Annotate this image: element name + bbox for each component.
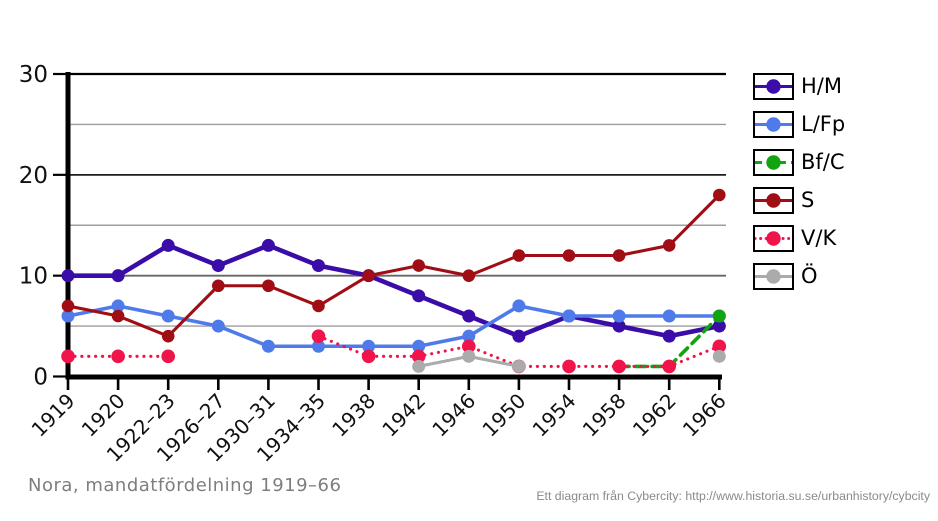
x-axis-label: 1962 [628,389,681,442]
legend-item-s: S [753,186,845,214]
data-point-s [713,188,726,202]
legend-label-hm: H/M [801,73,842,98]
data-point-hm [512,329,526,343]
data-point-o [412,359,426,373]
data-point-s [312,299,325,313]
y-axis-label: 0 [33,365,48,391]
legend-swatch-vk [753,224,794,252]
data-point-vk [562,359,576,374]
data-point-s [462,269,476,282]
credit-text: Ett diagram från Cybercity: http://www.h… [536,489,930,503]
x-axis-label: 1938 [327,389,380,442]
data-point-vk [612,359,626,374]
x-axis-label: 1954 [528,389,581,442]
legend-label-bfc: Bf/C [801,149,845,174]
data-point-vk [662,359,676,374]
data-point-vk [111,349,125,364]
x-axis-label: 1950 [477,389,530,442]
data-point-o [712,349,726,363]
data-point-hm [211,259,225,273]
data-point-hm [111,269,125,283]
legend-item-vk: V/K [753,224,845,252]
data-point-vk [411,349,426,364]
data-point-hm [61,269,75,283]
x-axis-label: 1946 [427,389,480,442]
data-point-s [212,279,225,293]
legend: H/M L/Fp Bf/C S V/K Ö [753,72,845,300]
data-point-s [61,299,75,313]
data-point-lfp [362,339,376,353]
data-point-lfp [111,299,125,313]
data-point-s [111,309,125,323]
x-axis-label: 1958 [578,389,631,442]
y-axis-label: 10 [19,264,48,290]
legend-item-lfp: L/Fp [753,110,845,138]
data-point-lfp [462,329,476,343]
legend-item-hm: H/M [753,72,845,100]
data-point-hm [662,329,676,343]
data-point-vk [462,339,476,354]
data-point-s [412,259,426,272]
data-point-lfp [61,309,75,323]
data-point-lfp [562,309,576,323]
data-point-s [362,269,375,282]
data-point-bfc [712,309,726,323]
data-point-hm [412,289,426,303]
legend-label-lfp: L/Fp [801,111,846,136]
chart-title: Nora, mandatfördelning 1919–66 [28,475,342,496]
data-point-s [161,329,175,343]
data-point-hm [612,319,626,333]
data-point-lfp [312,339,325,353]
legend-label-s: S [801,187,815,212]
legend-label-vk: V/K [801,225,837,250]
series-line-hm [65,243,722,339]
data-point-vk [61,349,75,364]
data-point-vk [311,329,326,343]
legend-swatch-hm [753,72,794,100]
legend-item-o: Ö [753,262,845,290]
data-point-lfp [211,319,225,333]
legend-swatch-o [753,262,794,290]
data-point-vk [361,349,376,364]
data-point-hm [712,319,726,333]
data-point-lfp [161,309,175,323]
data-point-hm [312,259,325,273]
x-axis-label: 1942 [377,389,430,442]
data-point-s [262,279,275,293]
y-axis-label: 30 [19,62,48,88]
data-point-s [662,239,676,252]
data-point-s [512,249,526,262]
data-point-hm [261,238,275,252]
data-point-lfp [261,339,275,353]
data-point-o [512,359,526,373]
y-axis-label: 20 [19,163,48,189]
data-point-lfp [662,309,676,323]
x-axis-label: 1919 [27,389,80,442]
legend-swatch-s [753,186,794,214]
data-point-o [462,349,476,363]
data-point-s [612,249,626,262]
series-line-lfp [66,304,722,349]
data-point-hm [161,238,175,252]
data-point-lfp [412,339,426,353]
legend-label-o: Ö [801,263,818,288]
data-point-hm [462,309,476,323]
legend-item-bfc: Bf/C [753,148,845,176]
data-point-lfp [512,299,526,313]
series-line-s [66,193,721,338]
data-point-lfp [612,309,626,323]
x-axis-label: 1966 [678,389,731,442]
legend-swatch-lfp [753,110,794,138]
data-point-vk [712,339,727,354]
legend-swatch-bfc [753,148,794,176]
data-point-vk [161,349,175,364]
data-point-s [562,249,576,262]
